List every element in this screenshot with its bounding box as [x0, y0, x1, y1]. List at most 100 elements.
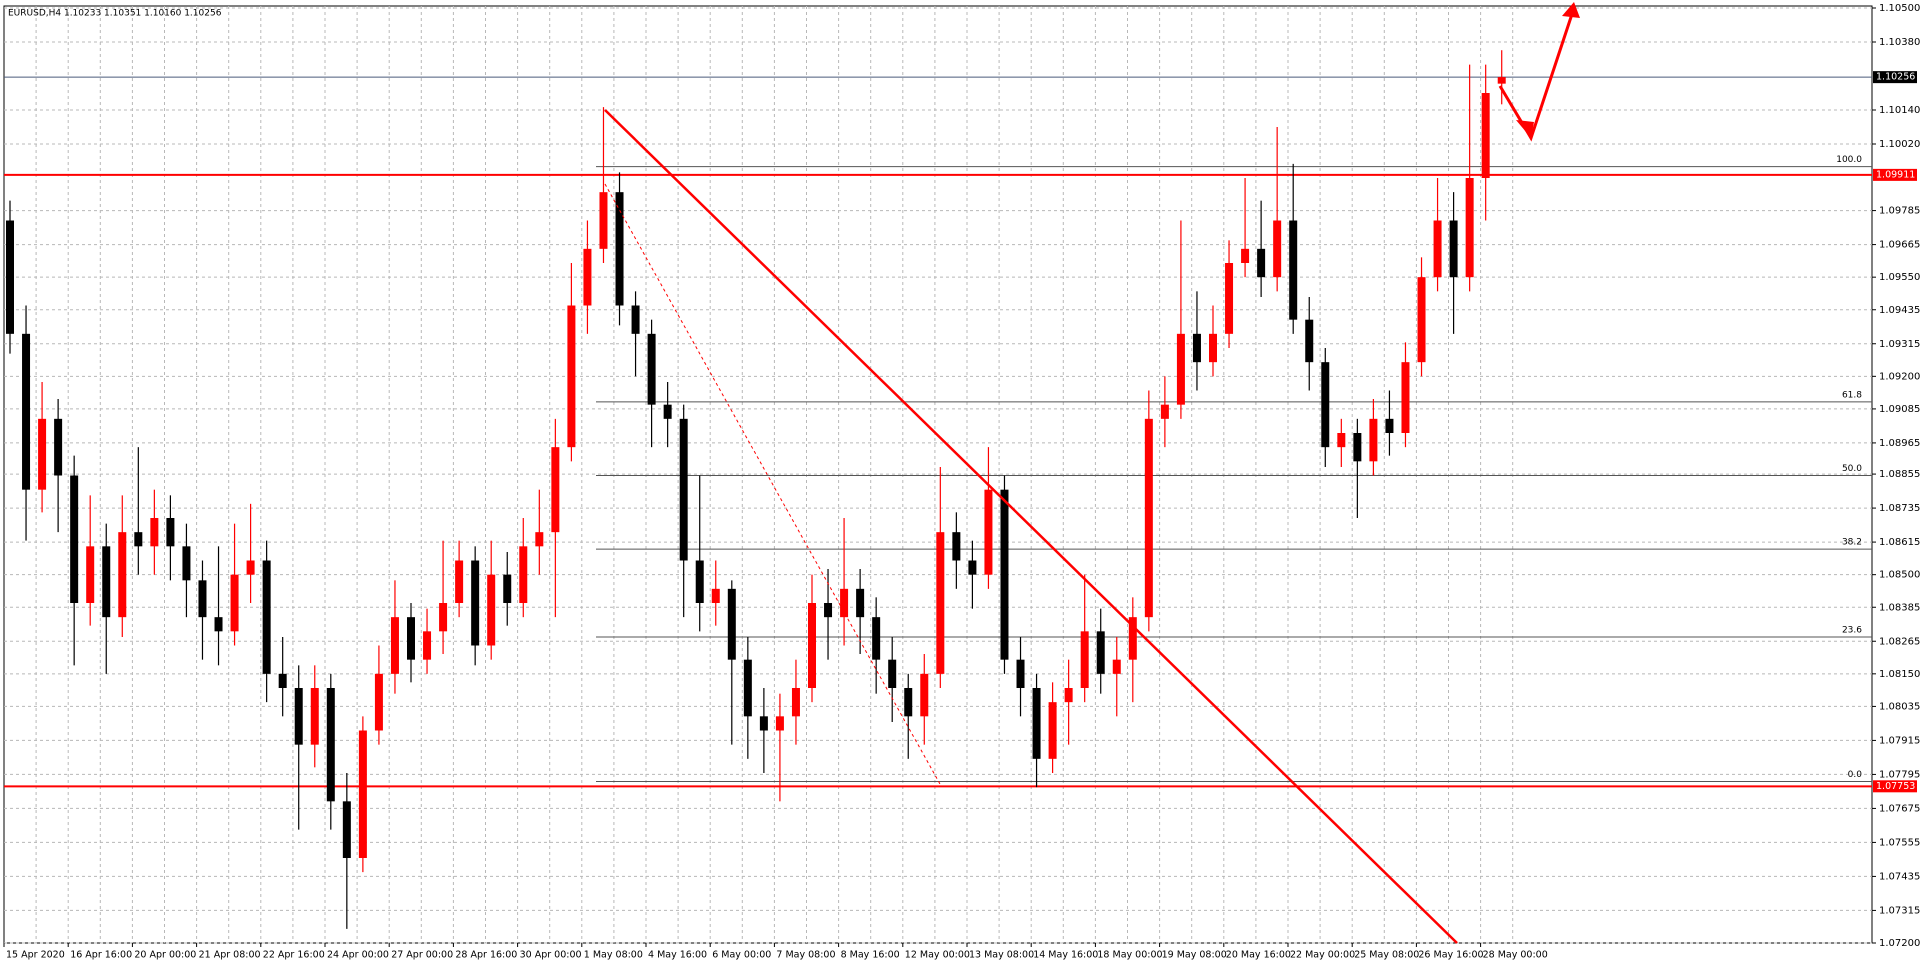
y-tick-label: 1.07915 — [1879, 735, 1920, 746]
x-tick-label: 22 Apr 16:00 — [263, 950, 325, 961]
candle-body — [1481, 93, 1490, 178]
x-tick-label: 15 Apr 2020 — [6, 950, 65, 961]
candle-body — [1433, 220, 1442, 278]
candle-body — [1401, 362, 1410, 433]
x-tick-label: 13 May 08:00 — [969, 950, 1034, 961]
candle-body — [70, 475, 79, 603]
candle-body — [840, 588, 849, 618]
candle-body — [134, 532, 143, 547]
fibo-label: 0.0 — [1848, 770, 1863, 780]
fibo-label: 23.6 — [1842, 626, 1862, 636]
candle-body — [294, 688, 303, 745]
candle-body — [1032, 688, 1041, 759]
candle-body — [583, 248, 592, 306]
y-tick-label: 1.08855 — [1879, 469, 1920, 480]
plot-frame — [3, 5, 1873, 944]
price-level-tag — [1873, 780, 1917, 793]
x-tick-label: 30 Apr 00:00 — [520, 950, 582, 961]
candle-body — [1144, 418, 1153, 618]
candle-body — [1257, 248, 1266, 278]
candle-body — [487, 574, 496, 646]
candle-body — [471, 560, 480, 646]
candle-body — [920, 673, 929, 717]
candle-body — [759, 716, 768, 731]
candle-body — [1176, 333, 1185, 405]
current-price-tag — [1873, 71, 1917, 84]
candle-body — [1385, 418, 1394, 433]
candle-body — [775, 716, 784, 731]
candle-body — [631, 305, 640, 334]
y-tick-label: 1.07795 — [1879, 769, 1920, 780]
candle-body — [1241, 248, 1250, 263]
current-price-label: 1.10256 — [1876, 72, 1915, 83]
y-tick-label: 1.10020 — [1879, 139, 1920, 150]
candle-body — [278, 673, 287, 688]
candle-body — [567, 305, 576, 448]
candle-body — [246, 560, 255, 575]
candle-body — [711, 588, 720, 603]
y-tick-label: 1.09785 — [1879, 206, 1920, 217]
x-tick-label: 7 May 08:00 — [776, 950, 835, 961]
candle-body — [984, 489, 993, 575]
y-tick-label: 1.08500 — [1879, 570, 1920, 581]
arrow-head — [1516, 120, 1534, 138]
price-level-label: 1.07753 — [1876, 781, 1915, 792]
candle-body — [439, 603, 448, 632]
y-tick-label: 1.09665 — [1879, 240, 1920, 251]
x-tick-label: 20 May 16:00 — [1226, 950, 1291, 961]
candle-body — [1064, 688, 1073, 703]
y-tick-label: 1.08150 — [1879, 669, 1920, 680]
candle-body — [856, 588, 865, 618]
candle-body — [1160, 404, 1169, 419]
candle-body — [38, 418, 47, 490]
x-tick-label: 26 May 16:00 — [1418, 950, 1483, 961]
candle-body — [166, 518, 175, 547]
fibo-label: 61.8 — [1842, 390, 1862, 400]
x-tick-label: 4 May 16:00 — [648, 950, 707, 961]
candle-body — [1289, 220, 1298, 320]
candle-body — [54, 418, 63, 476]
candle-body — [1465, 178, 1474, 278]
candle-body — [262, 560, 271, 674]
y-tick-label: 1.07315 — [1879, 905, 1920, 916]
candle-body — [22, 333, 31, 490]
candle-body — [342, 801, 351, 858]
candle-body — [214, 617, 223, 632]
candle-body — [230, 574, 239, 632]
candle-body — [968, 560, 977, 575]
candle-body — [535, 532, 544, 547]
candle-body — [1369, 418, 1378, 462]
chart-title: EURUSD,H4 1.10233 1.10351 1.10160 1.1025… — [8, 9, 222, 19]
y-tick-label: 1.08385 — [1879, 602, 1920, 613]
candle-body — [519, 546, 528, 603]
x-tick-label: 8 May 16:00 — [841, 950, 900, 961]
candle-body — [1225, 263, 1234, 334]
fibo-label: 50.0 — [1842, 464, 1862, 474]
candle-body — [118, 532, 127, 618]
candle-body — [551, 447, 560, 533]
candle-body — [1337, 433, 1346, 448]
candle-body — [727, 588, 736, 660]
candle-body — [1096, 631, 1105, 674]
y-tick-label: 1.08265 — [1879, 636, 1920, 647]
x-tick-label: 28 May 00:00 — [1483, 950, 1548, 961]
candle-body — [1209, 333, 1217, 363]
y-tick-label: 1.09085 — [1879, 404, 1920, 415]
candle-body — [198, 580, 207, 618]
candle-body — [1497, 77, 1506, 84]
x-tick-label: 25 May 08:00 — [1354, 950, 1419, 961]
x-tick-label: 21 Apr 08:00 — [199, 950, 261, 961]
candle-body — [615, 192, 624, 306]
candle-body — [86, 546, 95, 603]
y-tick-label: 1.07200 — [1879, 938, 1920, 949]
y-tick-label: 1.10500 — [1879, 3, 1920, 14]
x-tick-label: 18 May 00:00 — [1097, 950, 1162, 961]
candle-body — [407, 617, 415, 660]
y-tick-label: 1.07675 — [1879, 803, 1920, 814]
trend-line — [604, 109, 1458, 944]
candle-body — [1128, 617, 1137, 660]
price-level-label: 1.09911 — [1876, 169, 1915, 180]
candle-body — [695, 560, 704, 603]
candle-body — [326, 688, 335, 802]
